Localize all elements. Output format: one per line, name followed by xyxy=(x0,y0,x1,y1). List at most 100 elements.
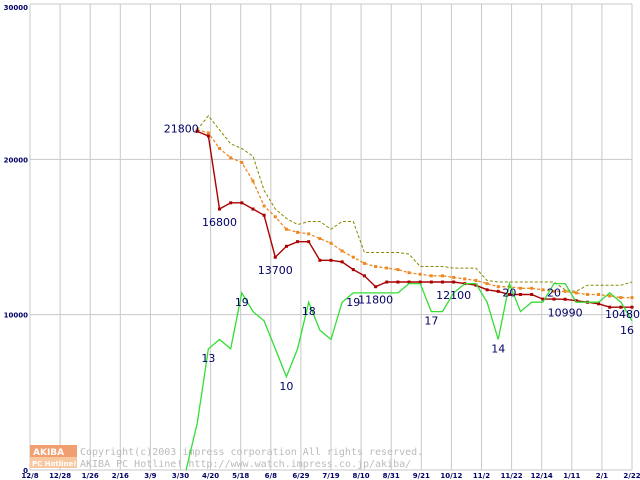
price-point xyxy=(396,268,400,272)
logo-top-text: AKIBA xyxy=(33,448,64,458)
data-label: 11800 xyxy=(358,294,393,307)
price-point xyxy=(251,179,255,183)
price-point xyxy=(307,240,311,244)
price-point xyxy=(351,268,355,272)
price-point xyxy=(262,213,266,217)
price-point xyxy=(229,201,233,205)
x-tick-label: 12/14 xyxy=(531,472,553,480)
price-point xyxy=(429,280,433,284)
price-point xyxy=(563,297,567,301)
copyright-watermark: AKIBA PC Hotline! Copyright(c)2003 impre… xyxy=(30,445,423,470)
x-tick-label: 1/26 xyxy=(82,472,99,480)
x-tick-label: 1/11 xyxy=(563,472,580,480)
x-tick-label: 7/19 xyxy=(322,472,339,480)
y-tick-label: 10000 xyxy=(4,312,28,320)
price-point xyxy=(552,289,556,293)
price-point xyxy=(452,280,456,284)
x-tick-label: 6/8 xyxy=(265,472,277,480)
data-label: 19 xyxy=(235,296,249,309)
x-tick-label: 8/31 xyxy=(383,472,400,480)
x-tick-label: 11/22 xyxy=(501,472,523,480)
y-tick-label: 0 xyxy=(23,467,28,475)
data-label: 21800 xyxy=(164,122,199,135)
data-label: 10990 xyxy=(548,306,583,319)
price-point xyxy=(474,283,478,287)
price-point xyxy=(218,146,222,150)
price-point xyxy=(440,280,444,284)
x-tick-label: 2/16 xyxy=(112,472,129,480)
price-point xyxy=(463,277,467,281)
data-label: 16 xyxy=(620,324,634,337)
x-tick-label: 5/18 xyxy=(232,472,249,480)
price-series-line xyxy=(197,129,632,299)
akiba-logo-top xyxy=(30,445,77,457)
x-tick-label: 3/9 xyxy=(144,472,156,480)
data-label: 16800 xyxy=(202,216,237,229)
price-point xyxy=(496,285,500,289)
price-point xyxy=(318,237,322,241)
price-point xyxy=(597,292,601,296)
data-label: 14 xyxy=(491,343,505,356)
hotline-url-line: AKIBA PC Hotline! http://www.watch.impre… xyxy=(80,459,411,470)
data-label: 10480 xyxy=(605,308,640,321)
series-layer xyxy=(185,114,634,471)
price-series-line xyxy=(196,114,633,292)
y-axis-ticks: 0 10000 20000 30000 xyxy=(4,4,28,475)
price-point xyxy=(496,289,500,293)
x-axis-ticks: 12/8 12/28 1/26 2/16 3/9 3/30 4/20 5/18 6/8 6/29 7… xyxy=(21,472,640,480)
price-point xyxy=(418,272,422,276)
price-point xyxy=(206,134,210,138)
price-point xyxy=(597,302,601,306)
data-label: 17 xyxy=(424,315,438,328)
logo-bottom-text: PC Hotline! xyxy=(32,460,76,468)
x-tick-label: 6/29 xyxy=(292,472,309,480)
price-point xyxy=(362,261,366,265)
data-label: 18 xyxy=(302,305,316,318)
price-point xyxy=(429,274,433,278)
price-point xyxy=(385,280,389,284)
price-point xyxy=(541,297,545,301)
price-point xyxy=(385,266,389,270)
price-point xyxy=(619,296,623,300)
price-point xyxy=(563,289,567,293)
price-point xyxy=(206,131,210,135)
price-point xyxy=(608,294,612,298)
price-point xyxy=(507,292,511,296)
price-point xyxy=(273,215,277,219)
price-series-line xyxy=(196,130,632,308)
price-point xyxy=(284,244,288,248)
x-tick-label: 8/10 xyxy=(353,472,370,480)
price-point xyxy=(541,288,545,292)
price-point xyxy=(307,232,311,236)
price-point xyxy=(452,275,456,279)
y-tick-label: 30000 xyxy=(4,4,28,12)
x-tick-label: 3/30 xyxy=(172,472,189,480)
price-point xyxy=(474,278,478,282)
data-label: 20 xyxy=(547,287,561,300)
price-point xyxy=(574,299,578,303)
price-point xyxy=(251,207,255,211)
price-point xyxy=(519,286,523,290)
price-point xyxy=(374,285,378,289)
data-label: 13700 xyxy=(258,264,293,277)
price-point xyxy=(407,271,411,275)
price-point xyxy=(485,288,489,292)
price-point xyxy=(418,280,422,284)
price-point xyxy=(229,156,233,160)
price-point xyxy=(407,280,411,284)
price-point xyxy=(340,249,344,253)
x-tick-label: 11/2 xyxy=(473,472,490,480)
price-point xyxy=(340,260,344,264)
price-point xyxy=(608,305,612,309)
price-point xyxy=(374,265,378,269)
price-point xyxy=(619,305,623,309)
price-point xyxy=(552,297,556,301)
data-label: 20 xyxy=(502,287,516,300)
count-series-line xyxy=(185,281,633,471)
price-point xyxy=(485,282,489,286)
price-point xyxy=(296,230,300,234)
price-point xyxy=(351,255,355,259)
data-label: 10 xyxy=(279,380,293,393)
price-point xyxy=(574,291,578,295)
price-point xyxy=(218,207,222,211)
